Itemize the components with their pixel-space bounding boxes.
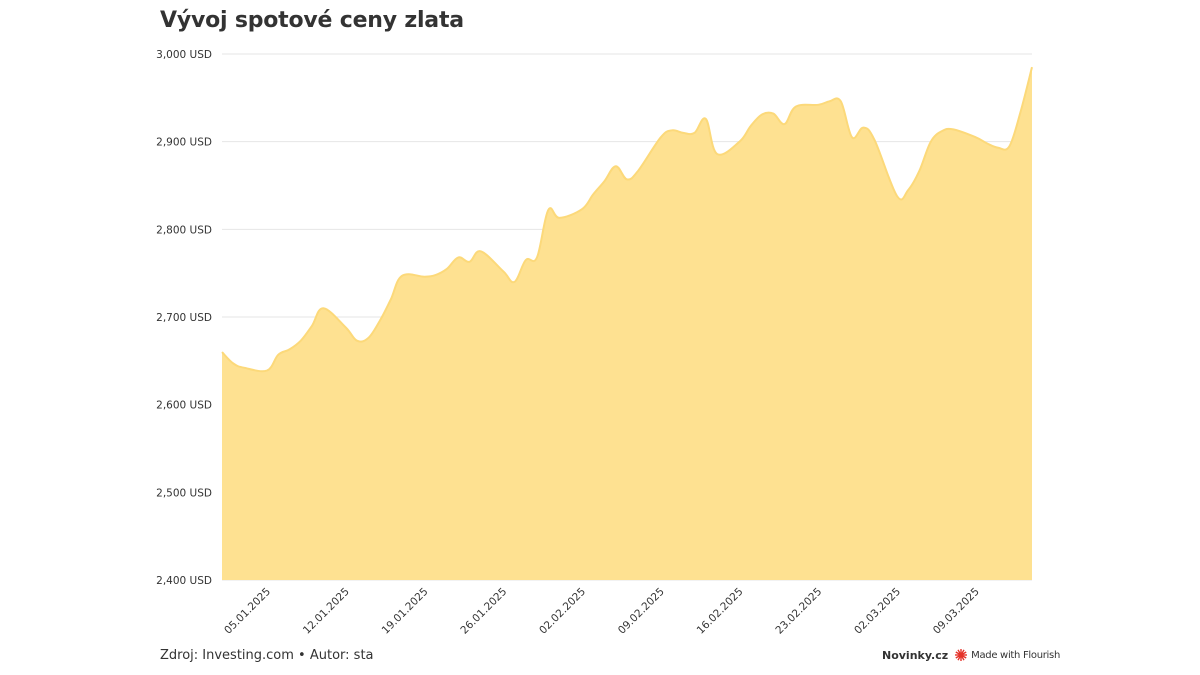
starburst-ray xyxy=(957,656,961,661)
price-line xyxy=(221,66,1033,373)
x-axis-ticks: 05.01.2025 12.01.2025 19.01.2025 26.01.2025… xyxy=(222,586,982,637)
y-axis-ticks: 2,400 USD 2,500 USD 2,600 USD 2,700 USD 2,80… xyxy=(156,49,212,587)
x-tick-label: 26.01.2025 xyxy=(458,586,509,637)
x-tick-label: 19.01.2025 xyxy=(380,586,431,637)
x-tick-label: 09.03.2025 xyxy=(931,586,982,637)
made-with-flourish-link[interactable]: Made with Flourish xyxy=(971,649,1060,661)
y-tick-label: 2,600 USD xyxy=(156,400,212,412)
starburst-ray xyxy=(961,649,965,654)
flourish-starburst-icon xyxy=(955,649,968,661)
area-series xyxy=(221,66,1033,581)
x-tick-label: 05.01.2025 xyxy=(222,586,273,637)
branding[interactable]: Novinky.cz Made with Flourish xyxy=(882,648,1060,662)
y-tick-label: 2,400 USD xyxy=(156,575,212,587)
x-tick-label: 09.02.2025 xyxy=(616,586,667,637)
source-credit: Zdroj: Investing.com • Autor: sta xyxy=(160,648,374,663)
starburst-ray xyxy=(961,656,965,661)
x-tick-label: 16.02.2025 xyxy=(695,586,746,637)
chart-title: Vývoj spotové ceny zlata xyxy=(160,8,464,33)
y-tick-label: 3,000 USD xyxy=(156,49,212,61)
y-tick-label: 2,500 USD xyxy=(156,487,212,499)
y-tick-label: 2,700 USD xyxy=(156,312,212,324)
price-area-fill xyxy=(222,67,1032,581)
x-tick-label: 02.02.2025 xyxy=(537,586,588,637)
x-tick-label: 23.02.2025 xyxy=(773,586,824,637)
starburst-ray xyxy=(955,651,960,655)
novinky-logo-text[interactable]: Novinky.cz xyxy=(882,648,949,662)
x-tick-label: 12.01.2025 xyxy=(301,586,352,637)
starburst-ray xyxy=(962,655,967,659)
starburst-ray xyxy=(962,651,967,655)
y-tick-label: 2,900 USD xyxy=(156,137,212,149)
starburst-center xyxy=(958,652,964,658)
starburst-ray xyxy=(955,655,960,659)
area-chart: 2,400 USD 2,500 USD 2,600 USD 2,700 USD 2,80… xyxy=(156,49,1033,637)
starburst-ray xyxy=(957,649,961,654)
y-tick-label: 2,800 USD xyxy=(156,224,212,236)
x-tick-label: 02.03.2025 xyxy=(852,586,903,637)
